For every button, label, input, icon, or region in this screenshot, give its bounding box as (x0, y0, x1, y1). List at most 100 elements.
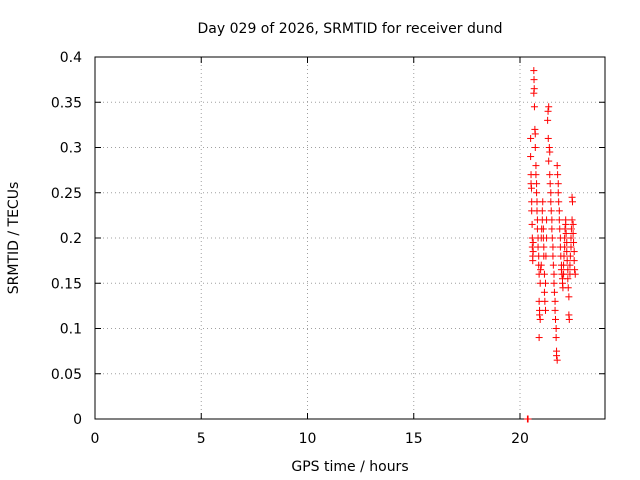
data-point (527, 134, 535, 142)
data-point (549, 252, 557, 260)
data-point (527, 153, 535, 161)
x-tick-label: 20 (511, 431, 529, 447)
chart-title: Day 029 of 2026, SRMTID for receiver dun… (198, 21, 503, 37)
data-point (564, 284, 572, 292)
data-point (554, 171, 562, 179)
data-point (528, 220, 536, 228)
x-tick-label: 5 (197, 431, 206, 447)
data-point (563, 257, 571, 265)
data-point (548, 234, 556, 242)
data-point (562, 220, 570, 228)
data-point (537, 261, 545, 269)
data-point (561, 243, 569, 251)
data-point (536, 311, 544, 319)
data-point (555, 198, 563, 206)
data-point (564, 275, 572, 283)
data-point (566, 252, 574, 260)
data-point (551, 297, 559, 305)
data-point (527, 184, 535, 192)
y-tick-label: 0.15 (51, 276, 82, 292)
data-point (540, 288, 548, 296)
data-point (560, 261, 568, 269)
data-point (530, 103, 538, 111)
data-point (570, 248, 578, 256)
data-point (532, 171, 540, 179)
data-point (567, 234, 575, 242)
data-point (570, 239, 578, 247)
data-point (550, 288, 558, 296)
data-point (529, 257, 537, 265)
data-point (542, 252, 550, 260)
data-point (540, 270, 548, 278)
data-point (548, 225, 556, 233)
data-point (544, 107, 552, 115)
data-point (542, 279, 549, 287)
data-point (561, 225, 569, 233)
data-point (566, 261, 574, 269)
data-point (545, 157, 553, 165)
data-point (533, 189, 541, 197)
data-point (550, 270, 558, 278)
data-point (535, 334, 543, 342)
data-point (544, 134, 552, 142)
data-point (560, 252, 568, 260)
y-tick-label: 0.2 (60, 231, 82, 247)
x-axis-label: GPS time / hours (291, 459, 408, 475)
data-point (563, 248, 571, 256)
data-point (570, 257, 578, 265)
x-tick-label: 0 (91, 431, 100, 447)
data-point (551, 306, 559, 314)
data-point (547, 189, 555, 197)
y-tick-label: 0.1 (60, 322, 82, 338)
grid (95, 57, 605, 419)
data-point (530, 76, 538, 84)
data-point (541, 297, 549, 305)
data-point (547, 198, 555, 206)
data-point (551, 315, 559, 323)
data-point (562, 229, 570, 237)
data-point (568, 198, 576, 206)
data-point (530, 89, 538, 97)
data-point (529, 239, 537, 247)
data-point (547, 207, 555, 215)
data-point (546, 180, 554, 188)
data-point (555, 216, 563, 224)
y-tick-label: 0.4 (60, 50, 82, 66)
data-point (571, 266, 579, 274)
data-point (553, 352, 561, 360)
data-point (567, 243, 575, 251)
data-point (530, 67, 538, 75)
data-point (536, 315, 544, 323)
data-point (524, 415, 532, 423)
data-point (564, 266, 572, 274)
axis-ticks: 0 5 10 15 20 0 0.05 0.1 0.15 0.2 0.25 0.3 0.35 0.4 (51, 50, 605, 447)
data-point (567, 225, 575, 233)
data-point (532, 162, 540, 170)
data-point (550, 279, 558, 287)
data-point (539, 198, 547, 206)
data-point (548, 216, 556, 224)
data-point (553, 356, 561, 364)
data-point (531, 144, 539, 151)
data-point (549, 261, 557, 269)
data-point (554, 189, 562, 197)
data-point (565, 293, 573, 301)
y-tick-label: 0.3 (60, 141, 82, 157)
data-point (563, 239, 571, 247)
y-axis-label: SRMTID / TECUs (6, 182, 22, 295)
data-point (533, 180, 541, 188)
data-point (549, 243, 557, 251)
data-point (560, 270, 568, 278)
data-point (546, 148, 554, 156)
data-point (552, 334, 560, 342)
data-point (542, 306, 549, 314)
data-point (540, 243, 548, 251)
data-point (539, 225, 547, 233)
y-tick-label: 0.35 (51, 95, 82, 111)
data-point (571, 270, 579, 278)
x-tick-label: 10 (299, 431, 317, 447)
x-tick-label: 15 (405, 431, 423, 447)
data-point (555, 207, 563, 215)
data-point (552, 325, 560, 332)
